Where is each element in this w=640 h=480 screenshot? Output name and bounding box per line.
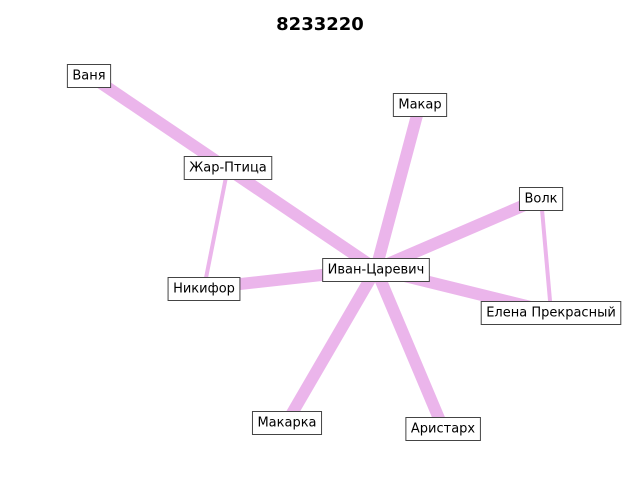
node-box — [167, 277, 241, 301]
node-makarka: Макарка — [251, 411, 323, 435]
node-box — [405, 417, 481, 441]
node-label: Макар — [398, 98, 441, 113]
node-label: Никифор — [173, 282, 235, 297]
edge-ivan_tsarevich-aristarkh — [370, 266, 449, 431]
node-box — [480, 301, 622, 325]
node-label: Волк — [524, 192, 557, 207]
edge-ivan_tsarevich-volk — [373, 192, 544, 275]
node-box — [322, 258, 430, 282]
node-ivan_tsarevich: Иван-Царевич — [322, 258, 430, 282]
node-makar: Макар — [392, 93, 448, 117]
node-label: Аристарх — [411, 422, 476, 437]
node-elena: Елена Прекрасный — [480, 301, 622, 325]
edge-volk-elena — [539, 197, 553, 313]
node-box — [518, 187, 564, 211]
node-box — [66, 64, 112, 88]
node-label: Елена Прекрасный — [486, 306, 616, 321]
node-label: Ваня — [72, 69, 105, 84]
node-box — [392, 93, 448, 117]
node-label: Макарка — [257, 416, 316, 431]
node-zhar_ptitsa: Жар-Птица — [183, 156, 273, 180]
node-nikifor: Никифор — [167, 277, 241, 301]
nodes-layer: Ваня Макар Жар-Птица Волк Иван-Царевич Никифо… — [66, 64, 622, 441]
graph-title: 8233220 — [276, 14, 364, 35]
node-label: Иван-Царевич — [328, 263, 425, 278]
node-label: Жар-Птица — [189, 161, 267, 176]
edge-ivan_tsarevich-makar — [370, 102, 426, 271]
edge-ivan_tsarevich-makarka — [281, 265, 382, 426]
node-box — [251, 411, 323, 435]
edges-layer — [85, 70, 553, 431]
node-vanya: Ваня — [66, 64, 112, 88]
node-box — [183, 156, 273, 180]
node-aristarkh: Аристарх — [405, 417, 481, 441]
node-volk: Волк — [518, 187, 564, 211]
edge-zhar_ptitsa-nikifor — [202, 166, 230, 289]
